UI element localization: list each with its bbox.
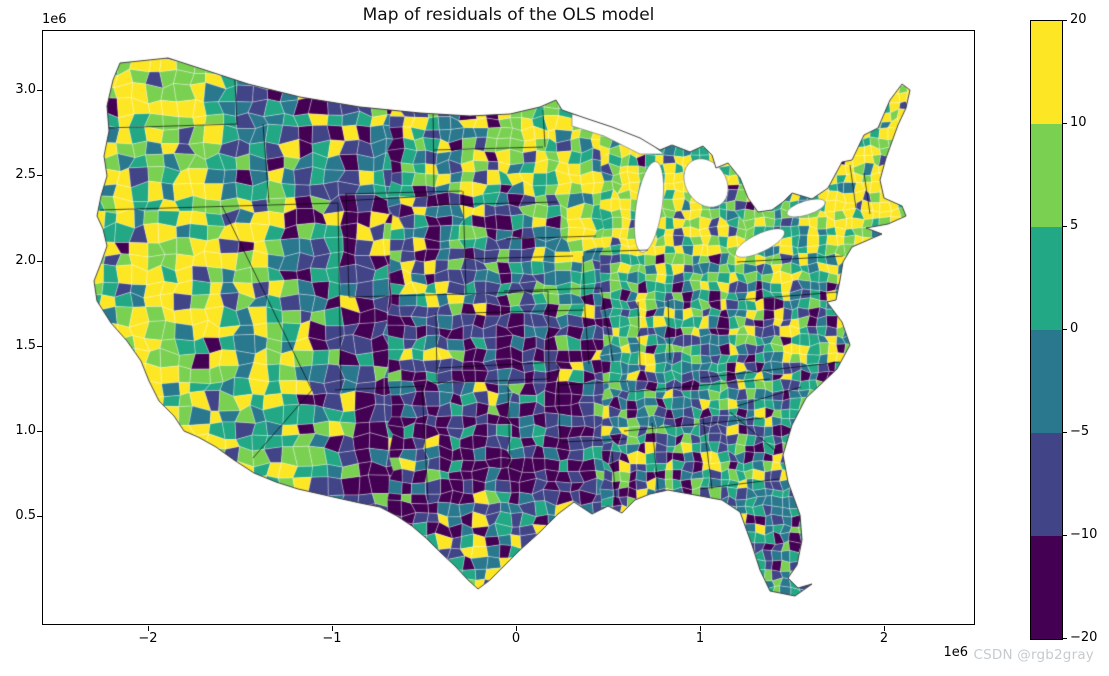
chart-title: Map of residuals of the OLS model bbox=[362, 5, 655, 25]
colorbar bbox=[1030, 20, 1063, 640]
colorbar-segment bbox=[1031, 21, 1062, 124]
y-tick-mark bbox=[37, 175, 42, 176]
x-tick-mark bbox=[332, 626, 333, 631]
colorbar-tick-mark bbox=[1062, 432, 1067, 433]
x-axis-offset-label: 1e6 bbox=[943, 645, 968, 660]
y-tick-mark bbox=[37, 346, 42, 347]
colorbar-tick-label: 5 bbox=[1070, 218, 1079, 233]
x-tick-mark bbox=[884, 626, 885, 631]
y-tick-label: 3.0 bbox=[15, 82, 36, 97]
y-tick-mark bbox=[37, 261, 42, 262]
x-tick-label: 2 bbox=[879, 631, 889, 646]
y-tick-mark bbox=[37, 90, 42, 91]
x-tick-label: 1 bbox=[695, 631, 705, 646]
colorbar-tick-mark bbox=[1062, 329, 1067, 330]
choropleth-map bbox=[42, 30, 975, 625]
watermark: CSDN @rgb2gray bbox=[973, 647, 1094, 663]
colorbar-segment bbox=[1031, 536, 1062, 639]
colorbar-tick-mark bbox=[1062, 20, 1067, 21]
x-tick-mark bbox=[148, 626, 149, 631]
y-tick-label: 1.0 bbox=[15, 423, 36, 438]
colorbar-segment bbox=[1031, 433, 1062, 536]
y-tick-label: 1.5 bbox=[15, 338, 36, 353]
colorbar-tick-label: 20 bbox=[1070, 12, 1087, 27]
x-tick-label: −2 bbox=[138, 631, 158, 646]
x-tick-label: −1 bbox=[322, 631, 342, 646]
colorbar-tick-mark bbox=[1062, 226, 1067, 227]
colorbar-segment bbox=[1031, 330, 1062, 433]
colorbar-tick-mark bbox=[1062, 638, 1067, 639]
colorbar-tick-label: −10 bbox=[1070, 527, 1098, 542]
x-tick-mark bbox=[516, 626, 517, 631]
colorbar-tick-label: −20 bbox=[1070, 630, 1098, 645]
y-tick-label: 2.0 bbox=[15, 253, 36, 268]
y-axis-offset-label: 1e6 bbox=[42, 12, 67, 27]
y-tick-label: 2.5 bbox=[15, 167, 36, 182]
colorbar-tick-mark bbox=[1062, 535, 1067, 536]
x-tick-label: 0 bbox=[511, 631, 521, 646]
colorbar-tick-label: 0 bbox=[1070, 321, 1079, 336]
x-tick-mark bbox=[700, 626, 701, 631]
colorbar-tick-mark bbox=[1062, 123, 1067, 124]
colorbar-tick-label: −5 bbox=[1070, 424, 1090, 439]
colorbar-segment bbox=[1031, 124, 1062, 227]
y-tick-mark bbox=[37, 431, 42, 432]
y-tick-label: 0.5 bbox=[15, 508, 36, 523]
colorbar-tick-label: 10 bbox=[1070, 115, 1087, 130]
y-tick-mark bbox=[37, 516, 42, 517]
colorbar-segment bbox=[1031, 227, 1062, 330]
